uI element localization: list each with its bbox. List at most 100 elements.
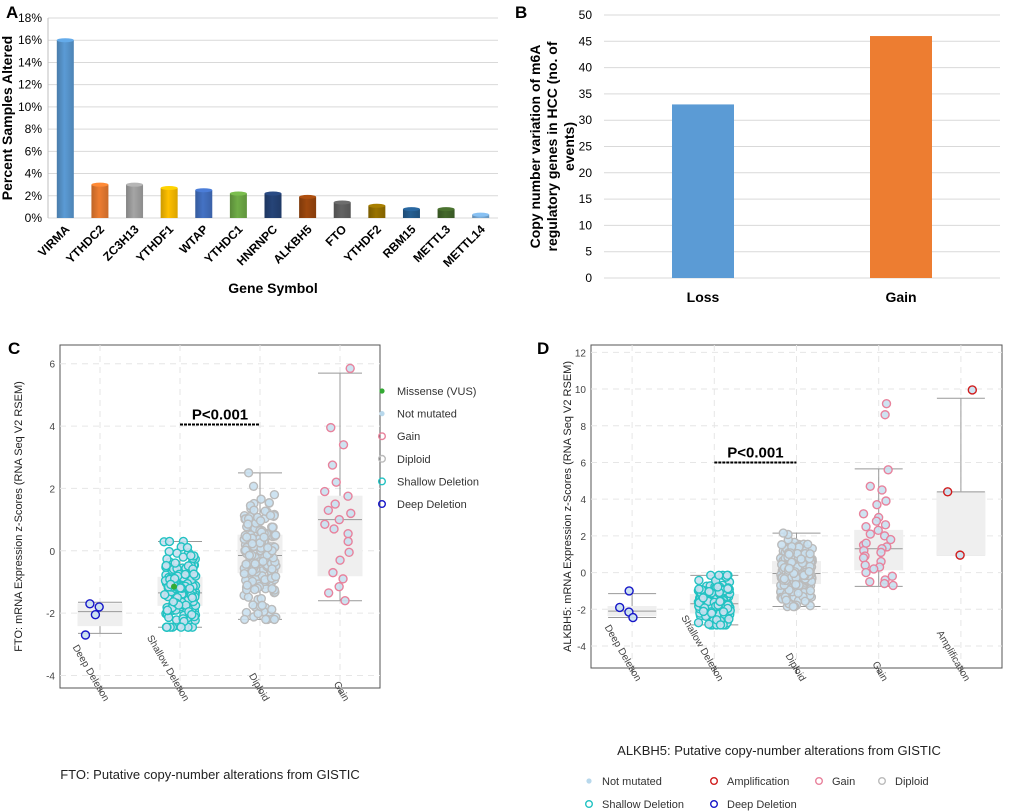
y-tick-label-b-15: 15 <box>579 192 593 206</box>
point-d-gain <box>869 564 879 574</box>
y-tick-label-d-2: 2 <box>580 532 586 543</box>
point-c-diploid <box>265 510 276 521</box>
bar-top-a-rbm15 <box>402 207 420 212</box>
point-c-gain <box>328 567 338 578</box>
y-tick-label-c-4: 4 <box>49 422 55 433</box>
bar-b-gain <box>870 36 932 278</box>
point-c-gain <box>329 524 339 534</box>
x-axis-title-a: Gene Symbol <box>228 280 317 296</box>
point-c-diploid <box>247 539 257 549</box>
point-d-gain <box>865 577 875 587</box>
point-c-shallow-deletion <box>175 583 186 593</box>
point-c-shallow-deletion <box>162 605 173 615</box>
bar-top-a-ythdc1 <box>229 191 247 196</box>
legend-marker-c-deep-deletion <box>378 500 387 509</box>
legend-marker-c-shallow-deletion <box>378 477 387 486</box>
point-c-diploid <box>239 614 250 625</box>
y-tick-label-a-18: 18% <box>18 11 42 25</box>
legend-label-c-deep-deletion: Deep Deletion <box>397 499 467 511</box>
point-c-diploid <box>249 505 259 515</box>
bar-a-ythdc1 <box>229 193 247 218</box>
bar-a-rbm15 <box>402 209 420 218</box>
y-tick-label-d-12: 12 <box>575 348 587 359</box>
point-d-shallow-deletion <box>715 596 725 607</box>
bar-top-a-mettl3 <box>437 207 455 212</box>
point-d-amplification <box>942 487 953 497</box>
y-axis-title-b-line-2: regulatory genes in HCC (no. of <box>544 41 560 251</box>
bar-a-fto <box>333 202 351 218</box>
point-c-shallow-deletion <box>186 550 196 561</box>
x-tick-label-a-ythdc2: YTHDC2 <box>63 222 107 266</box>
point-c-diploid <box>256 494 266 504</box>
point-d-amplification <box>967 385 978 395</box>
y-tick-label-c-2: 2 <box>49 484 55 495</box>
point-c-diploid <box>250 559 260 569</box>
point-d-shallow-deletion <box>715 620 726 630</box>
y-axis-title-d: ALKBH5: mRNA Expression z-Scores (RNA Se… <box>562 361 574 652</box>
point-d-gain <box>877 485 887 495</box>
y-tick-label-d-0: 0 <box>580 569 586 580</box>
point-d-diploid <box>784 549 794 560</box>
y-tick-label-d-4: 4 <box>580 495 586 506</box>
point-d-deep-deletion <box>615 602 625 613</box>
x-tick-label-d-gain: Gain <box>870 660 890 684</box>
legend-marker-c-not-mutated <box>379 411 385 417</box>
y-tick-label-b-25: 25 <box>579 140 593 154</box>
point-c-shallow-deletion <box>161 622 172 632</box>
bar-top-a-virma <box>56 38 74 43</box>
point-c-gain <box>330 499 340 509</box>
point-d-shallow-deletion <box>706 608 717 618</box>
point-c-gain <box>345 363 355 374</box>
y-tick-label-c-6: 6 <box>49 360 55 371</box>
legend-label-c-not-mutated: Not mutated <box>397 409 457 421</box>
point-d-gain <box>861 567 871 578</box>
point-c-diploid <box>267 604 277 615</box>
bar-top-a-ythdc2 <box>91 182 109 187</box>
y-tick-label-b-5: 5 <box>585 245 592 259</box>
point-d-gain <box>858 509 869 519</box>
point-c-gain <box>327 460 338 470</box>
y-tick-label-a-6: 6% <box>25 144 43 158</box>
point-c-shallow-deletion <box>170 558 180 568</box>
bar-a-virma <box>56 40 74 218</box>
y-tick-label-a-16: 16% <box>18 33 42 47</box>
point-d-gain <box>887 571 898 581</box>
point-d-diploid <box>788 601 799 612</box>
point-d-gain <box>871 516 882 526</box>
point-c-gain <box>320 486 330 497</box>
x-tick-label-c-deep-deletion: Deep Deletion <box>70 643 111 703</box>
point-c-gain <box>335 555 345 565</box>
x-tick-label-a-fto: FTO <box>323 222 350 249</box>
pvalue-label-d: P<0.001 <box>727 444 783 461</box>
bar-a-alkbh5 <box>299 196 317 218</box>
legend-label-c-missense-vus: Missense (VUS) <box>397 386 476 398</box>
y-axis-title-b-line-1: Copy number variation of m6A <box>527 45 543 249</box>
y-tick-label-a-0: 0% <box>25 211 43 225</box>
point-d-gain <box>873 525 883 536</box>
y-tick-label-a-2: 2% <box>25 189 43 203</box>
legend-label-d-diploid: Diploid <box>895 776 929 788</box>
panel-b-bar-chart: B 0 5 10 15 20 25 30 35 40 45 50 Loss Gain Copy numbe… <box>515 3 1000 305</box>
point-d-shallow-deletion <box>722 570 732 581</box>
y-tick-label-a-10: 10% <box>18 100 42 114</box>
y-tick-label-a-12: 12% <box>18 78 42 92</box>
point-d-shallow-deletion <box>724 614 734 624</box>
bar-top-a-alkbh5 <box>299 194 317 199</box>
point-c-gain <box>326 422 336 433</box>
y-tick-label-b-35: 35 <box>579 87 593 101</box>
legend-marker-d-gain <box>815 777 824 786</box>
y-tick-label-b-20: 20 <box>579 166 593 180</box>
legend-marker-d-diploid <box>878 777 887 786</box>
point-c-diploid <box>270 530 281 540</box>
point-c-diploid <box>263 543 273 553</box>
point-c-gain <box>323 505 334 515</box>
point-d-gain <box>881 399 892 409</box>
point-d-gain <box>861 538 871 548</box>
x-tick-label-b-gain: Gain <box>885 289 916 305</box>
panel-letter-c: C <box>8 339 20 358</box>
point-c-shallow-deletion <box>189 569 199 579</box>
y-tick-label-b-40: 40 <box>579 61 593 75</box>
panel-letter-a: A <box>6 3 18 22</box>
point-d-shallow-deletion <box>704 586 714 597</box>
